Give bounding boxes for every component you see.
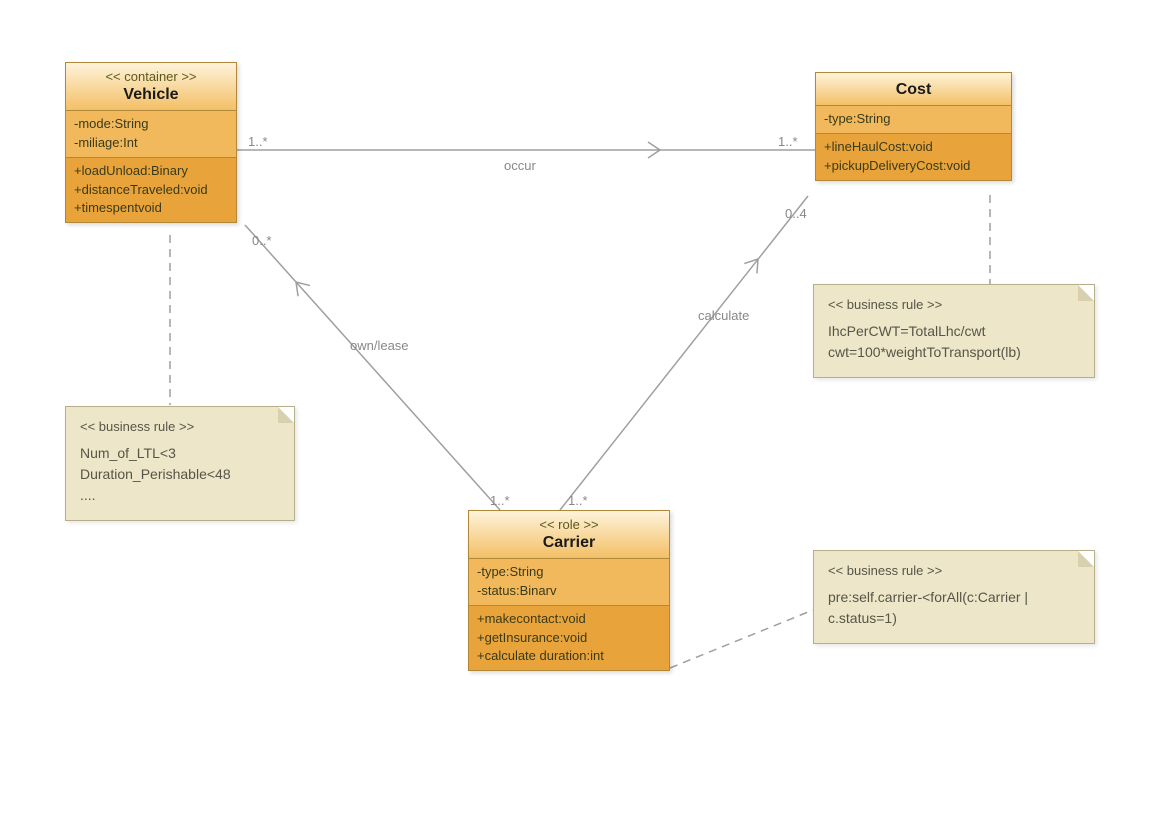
- attr: -mode:String: [74, 115, 228, 134]
- class-carrier-ops: +makecontact:void +getInsurance:void +ca…: [469, 606, 669, 671]
- class-cost-head: Cost: [816, 73, 1011, 106]
- class-vehicle[interactable]: << container >> Vehicle -mode:String -mi…: [65, 62, 237, 223]
- mult-occur-b: 1..*: [778, 134, 798, 149]
- class-vehicle-head: << container >> Vehicle: [66, 63, 236, 111]
- arrow-occur: [648, 142, 660, 158]
- class-carrier-attrs: -type:String -status:Binarv: [469, 559, 669, 606]
- mult-own-lease-b: 0..*: [252, 233, 272, 248]
- note-carrier-rule: << business rule >> pre:self.carrier-<fo…: [813, 550, 1095, 644]
- attr: -type:String: [477, 563, 661, 582]
- class-vehicle-name: Vehicle: [76, 84, 226, 104]
- class-carrier[interactable]: << role >> Carrier -type:String -status:…: [468, 510, 670, 671]
- op: +getInsurance:void: [477, 629, 661, 648]
- note-fold-icon: [1078, 285, 1094, 301]
- op: +calculate duration:int: [477, 647, 661, 666]
- class-cost-attrs: -type:String: [816, 106, 1011, 134]
- class-cost-name: Cost: [826, 79, 1001, 99]
- label-occur: occur: [504, 158, 536, 173]
- note-line: ....: [80, 485, 280, 506]
- class-cost-ops: +lineHaulCost:void +pickupDeliveryCost:v…: [816, 134, 1011, 180]
- arrow-calculate: [744, 254, 764, 273]
- note-fold-icon: [278, 407, 294, 423]
- label-own-lease: own/lease: [350, 338, 409, 353]
- op: +distanceTraveled:void: [74, 181, 228, 200]
- note-line: pre:self.carrier-<forAll(c:Carrier |: [828, 587, 1080, 608]
- note-fold-icon: [1078, 551, 1094, 567]
- assoc-calculate: [560, 196, 808, 510]
- label-calculate: calculate: [698, 308, 749, 323]
- note-line: cwt=100*weightToTransport(lb): [828, 342, 1080, 363]
- mult-calculate-a: 1..*: [568, 493, 588, 508]
- class-vehicle-stereotype: << container >>: [76, 69, 226, 84]
- note-stereotype: << business rule >>: [80, 417, 280, 437]
- mult-occur-a: 1..*: [248, 134, 268, 149]
- note-line: c.status=1): [828, 608, 1080, 629]
- note-vehicle-rule: << business rule >> Num_of_LTL<3 Duratio…: [65, 406, 295, 521]
- class-vehicle-attrs: -mode:String -miliage:Int: [66, 111, 236, 158]
- op: +timespentvoid: [74, 199, 228, 218]
- note-stereotype: << business rule >>: [828, 295, 1080, 315]
- op: +loadUnload:Binary: [74, 162, 228, 181]
- mult-own-lease-a: 1..*: [490, 493, 510, 508]
- class-carrier-stereotype: << role >>: [479, 517, 659, 532]
- class-carrier-head: << role >> Carrier: [469, 511, 669, 559]
- op: +pickupDeliveryCost:void: [824, 157, 1003, 176]
- link-carrier-note: [670, 610, 813, 668]
- arrow-own-lease: [290, 277, 310, 297]
- mult-calculate-b: 0..4: [785, 206, 807, 221]
- attr: -type:String: [824, 110, 1003, 129]
- note-line: IhcPerCWT=TotalLhc/cwt: [828, 321, 1080, 342]
- attr: -status:Binarv: [477, 582, 661, 601]
- note-line: Duration_Perishable<48: [80, 464, 280, 485]
- class-cost[interactable]: Cost -type:String +lineHaulCost:void +pi…: [815, 72, 1012, 181]
- note-line: Num_of_LTL<3: [80, 443, 280, 464]
- op: +makecontact:void: [477, 610, 661, 629]
- attr: -miliage:Int: [74, 134, 228, 153]
- note-stereotype: << business rule >>: [828, 561, 1080, 581]
- class-carrier-name: Carrier: [479, 532, 659, 552]
- note-cost-rule: << business rule >> IhcPerCWT=TotalLhc/c…: [813, 284, 1095, 378]
- op: +lineHaulCost:void: [824, 138, 1003, 157]
- class-vehicle-ops: +loadUnload:Binary +distanceTraveled:voi…: [66, 158, 236, 223]
